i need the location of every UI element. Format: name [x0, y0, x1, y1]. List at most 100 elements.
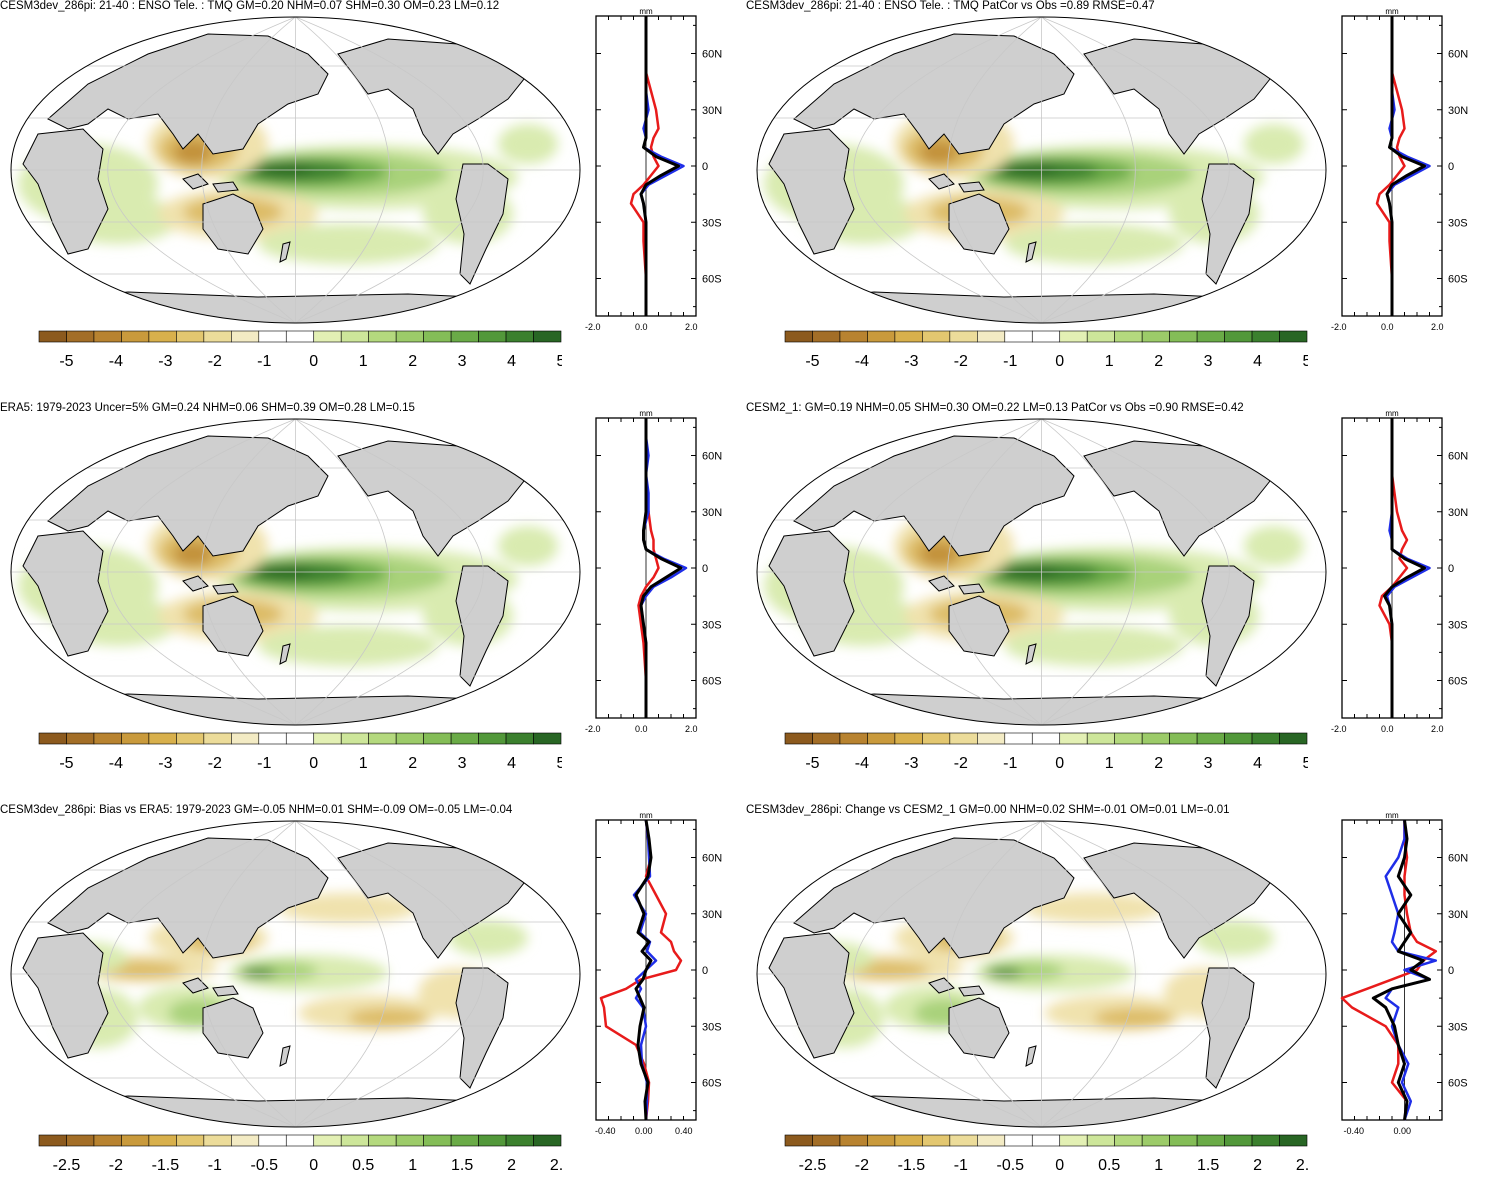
zonal-xtick-label: 0.0 [635, 322, 648, 332]
colorbar-label: 0 [1055, 1157, 1064, 1174]
zonal-lat-label: 30S [1448, 619, 1468, 631]
colorbar-swatch [894, 1134, 923, 1147]
colorbar-swatch [231, 1134, 260, 1147]
colorbar: -5 -4 -3 -2 -1 0 1 2 3 4 5 [38, 330, 562, 370]
colorbar-swatch [812, 1134, 841, 1147]
zonal-mean-plot: mm 60N 30N 0 30S 60S [1341, 7, 1468, 317]
colorbar: -5 -4 -3 -2 -1 0 1 2 3 4 5 [38, 732, 562, 772]
colorbar-label: -2 [855, 1157, 869, 1174]
panel-title: CESM3dev_286pi: Change vs CESM2_1 GM=0.0… [746, 804, 1230, 816]
colorbar-label: -5 [805, 353, 819, 370]
zonal-series-line [599, 819, 683, 1121]
colorbar-label: -2.5 [53, 1157, 81, 1174]
colorbar-swatch [313, 330, 342, 343]
colorbar-swatch [1086, 1134, 1115, 1147]
colorbar-swatch [867, 330, 896, 343]
colorbar-swatch [922, 1134, 951, 1147]
world-map [10, 820, 581, 1128]
colorbar-swatch [340, 330, 369, 343]
colorbar-label: 4 [1253, 353, 1262, 370]
world-map [756, 16, 1327, 324]
colorbar-swatch [66, 732, 95, 745]
colorbar-swatch [1086, 732, 1115, 745]
colorbar-swatch [533, 330, 562, 343]
colorbar-swatch [176, 1134, 205, 1147]
zonal-xticks: -0.40 0.00 0.40 [584, 1126, 734, 1140]
colorbar-label: 3 [458, 755, 467, 772]
colorbar-swatch [395, 330, 424, 343]
colorbar-label: 2 [507, 1157, 516, 1174]
colorbar-swatch [1114, 732, 1143, 745]
zonal-lat-label: 60S [702, 1078, 722, 1090]
colorbar-label: -4 [855, 755, 869, 772]
zonal-series-line [1383, 418, 1426, 718]
colorbar-swatch [148, 732, 177, 745]
zonal-lat-label: 30N [702, 507, 722, 519]
colorbar-label: 0 [1055, 353, 1064, 370]
colorbar-swatch [867, 1134, 896, 1147]
colorbar-label: -4 [855, 353, 869, 370]
map-border [756, 820, 1327, 1128]
zonal-xtick-label: 2.0 [685, 322, 698, 332]
colorbar-swatch [368, 732, 397, 745]
panel-2: CESM3dev_286pi: 21-40 : ENSO Tele. : TMQ… [746, 0, 1492, 392]
colorbar-label: -2 [208, 755, 222, 772]
colorbar-swatch [922, 330, 951, 343]
zonal-xtick-label: 0.40 [675, 1126, 693, 1136]
colorbar-swatch [1031, 1134, 1061, 1147]
zonal-xticks: -2.0 0.0 2.0 [584, 322, 734, 336]
colorbar-swatch [423, 330, 452, 343]
colorbar-label: -5 [805, 755, 819, 772]
zonal-lat-label: 0 [702, 563, 708, 575]
colorbar-swatch [533, 1134, 562, 1147]
colorbar-swatch [1279, 732, 1308, 745]
colorbar-label: 0 [1055, 755, 1064, 772]
colorbar: -5 -4 -3 -2 -1 0 1 2 3 4 5 [784, 732, 1308, 772]
colorbar-label: 2.5 [550, 1157, 562, 1174]
graticule [757, 419, 1326, 725]
zonal-series-line [639, 418, 683, 718]
zonal-xtick-label: -2.0 [1331, 724, 1347, 734]
zonal-lat-label: 60S [1448, 1078, 1468, 1090]
colorbar-label: 4 [507, 755, 516, 772]
zonal-unit: mm [639, 811, 653, 820]
colorbar-swatch [176, 732, 205, 745]
zonal-lat-label: 60N [702, 49, 722, 61]
colorbar-swatch [285, 732, 315, 745]
colorbar-swatch [812, 732, 841, 745]
map-border [756, 16, 1327, 324]
colorbar-swatch [922, 732, 951, 745]
zonal-series-line [1384, 820, 1438, 1121]
colorbar-swatch [1251, 330, 1280, 343]
colorbar-swatch [1169, 330, 1198, 343]
zonal-lat-label: 30N [1448, 105, 1468, 117]
colorbar-label: 2 [1154, 353, 1163, 370]
zonal-xtick-label: 0.00 [1393, 1126, 1412, 1136]
colorbar-swatch [1004, 1134, 1033, 1147]
colorbar-swatch [231, 330, 260, 343]
colorbar-swatch [368, 1134, 397, 1147]
colorbar-swatch [1059, 330, 1088, 343]
colorbar-swatch [894, 732, 923, 745]
colorbar-swatch [784, 732, 813, 745]
colorbar-swatch [1004, 732, 1033, 745]
colorbar-swatch [1224, 732, 1253, 745]
colorbar-swatch [977, 330, 1006, 343]
colorbar-label: 2.5 [1296, 1157, 1308, 1174]
zonal-xtick-label: 2.0 [1431, 322, 1444, 332]
colorbar-label: -2 [208, 353, 222, 370]
colorbar-label: -1.5 [152, 1157, 180, 1174]
colorbar-swatch [313, 732, 342, 745]
zonal-lat-label: 60N [702, 451, 722, 463]
colorbar-label: -5 [59, 755, 73, 772]
zonal-xtick-label: 2.0 [685, 724, 698, 734]
colorbar-label: 3 [1204, 353, 1213, 370]
colorbar-swatch [121, 330, 150, 343]
colorbar-swatch [1196, 1134, 1225, 1147]
colorbar-swatch [505, 1134, 534, 1147]
colorbar-swatch [1086, 330, 1115, 343]
colorbar-swatch [203, 1134, 232, 1147]
colorbar-label: 2 [1253, 1157, 1262, 1174]
graticule [757, 17, 1326, 323]
zonal-series-line [634, 819, 653, 1121]
